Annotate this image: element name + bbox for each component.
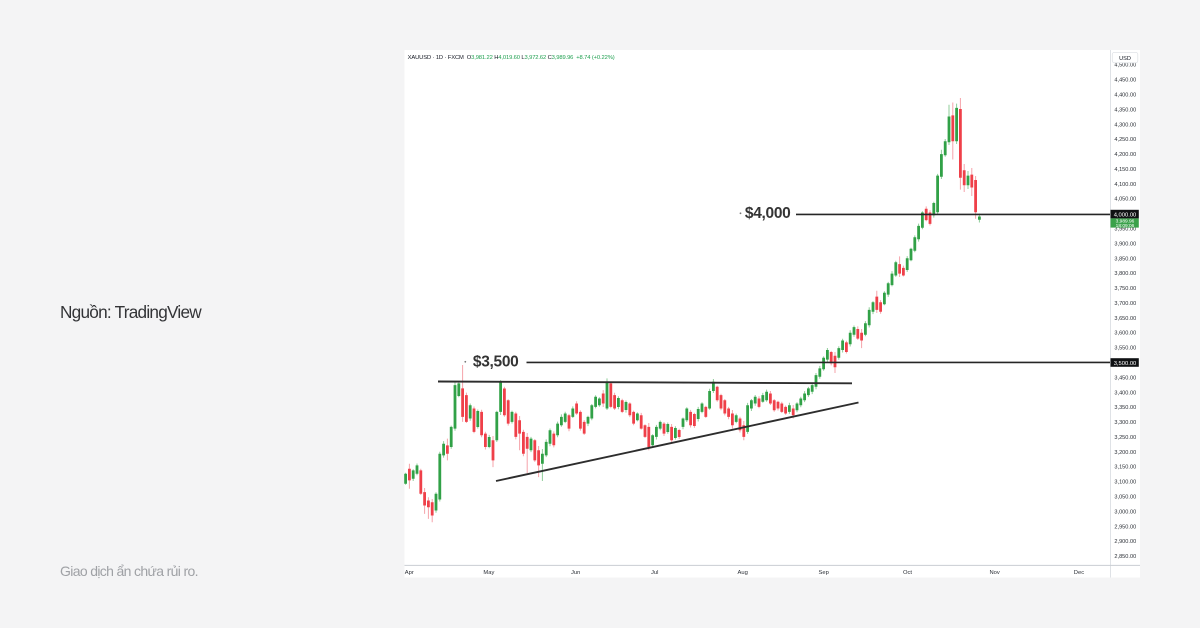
svg-text:2,850.00: 2,850.00 <box>1114 554 1136 560</box>
svg-text:4,450.00: 4,450.00 <box>1114 78 1136 84</box>
svg-text:3,800.00: 3,800.00 <box>1114 271 1136 277</box>
svg-text:Jun: Jun <box>571 570 580 576</box>
svg-text:3,900.00: 3,900.00 <box>1114 241 1136 247</box>
svg-text:3,750.00: 3,750.00 <box>1114 286 1136 292</box>
svg-text:2,950.00: 2,950.00 <box>1114 524 1136 530</box>
svg-text:4,100.00: 4,100.00 <box>1114 182 1136 188</box>
svg-text:3,450.00: 3,450.00 <box>1114 375 1136 381</box>
svg-text:3,250.00: 3,250.00 <box>1114 435 1136 441</box>
svg-text:4,300.00: 4,300.00 <box>1114 122 1136 128</box>
svg-text:3,550.00: 3,550.00 <box>1114 346 1136 352</box>
svg-text:$3,500: $3,500 <box>473 354 519 371</box>
svg-text:3,989.96: 3,989.96 <box>1116 219 1135 225</box>
svg-text:3,150.00: 3,150.00 <box>1114 465 1136 471</box>
svg-text:3,950.00: 3,950.00 <box>1114 227 1136 233</box>
svg-text:4,200.00: 4,200.00 <box>1114 152 1136 158</box>
svg-text:Oct: Oct <box>903 570 912 576</box>
svg-text:4,000.00: 4,000.00 <box>1114 212 1137 218</box>
svg-text:Aug: Aug <box>738 570 748 576</box>
svg-text:3,850.00: 3,850.00 <box>1114 256 1136 262</box>
svg-text:Nov: Nov <box>990 570 1000 576</box>
svg-text:3,350.00: 3,350.00 <box>1114 405 1136 411</box>
svg-text:4,050.00: 4,050.00 <box>1114 197 1136 203</box>
svg-text:4,350.00: 4,350.00 <box>1114 107 1136 113</box>
svg-text:4,500.00: 4,500.00 <box>1114 63 1136 69</box>
svg-text:3,100.00: 3,100.00 <box>1114 480 1136 486</box>
svg-text:3,050.00: 3,050.00 <box>1114 495 1136 501</box>
svg-text:18:09:06: 18:09:06 <box>1116 223 1135 229</box>
svg-text:USD: USD <box>1119 56 1131 62</box>
svg-text:Sep: Sep <box>819 570 829 576</box>
svg-text:3,500.00: 3,500.00 <box>1114 361 1137 367</box>
svg-text:3,600.00: 3,600.00 <box>1114 331 1136 337</box>
svg-text:3,650.00: 3,650.00 <box>1114 316 1136 322</box>
svg-text:3,300.00: 3,300.00 <box>1114 420 1136 426</box>
svg-text:3,000.00: 3,000.00 <box>1114 509 1136 515</box>
svg-text:Jul: Jul <box>651 570 658 576</box>
svg-text:Apr: Apr <box>405 570 414 576</box>
svg-text:May: May <box>483 570 494 576</box>
svg-text:4,400.00: 4,400.00 <box>1114 93 1136 99</box>
svg-text:4,250.00: 4,250.00 <box>1114 137 1136 143</box>
svg-text:Dec: Dec <box>1074 570 1084 576</box>
svg-text:4,150.00: 4,150.00 <box>1114 167 1136 173</box>
svg-text:3,400.00: 3,400.00 <box>1114 390 1136 396</box>
svg-text:$4,000: $4,000 <box>745 205 791 222</box>
svg-text:3,700.00: 3,700.00 <box>1114 301 1136 307</box>
svg-text:3,200.00: 3,200.00 <box>1114 450 1136 456</box>
svg-text:XAUUSD · 1D · FXCM O3,981.22: XAUUSD · 1D · FXCM O3,981.22 H4,019.60 L… <box>408 55 615 61</box>
svg-text:2,900.00: 2,900.00 <box>1114 539 1136 545</box>
